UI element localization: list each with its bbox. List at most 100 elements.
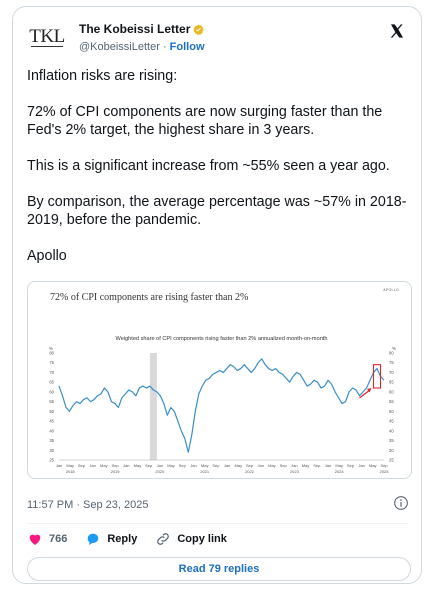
x-tick-label: Sep <box>380 463 388 468</box>
y-tick-label-left: 60 <box>49 389 54 394</box>
y-tick-label-left: 50 <box>49 409 54 414</box>
tweet-paragraph: 72% of CPI components are now surging fa… <box>27 104 387 138</box>
copy-link-label: Copy link <box>177 533 227 545</box>
x-year-label: 2024 <box>335 469 345 474</box>
y-tick-label-left: 65 <box>49 380 54 385</box>
handle-row: @KobeissiLetter · Follow <box>79 41 205 53</box>
y-axis-label-right: % <box>392 346 396 351</box>
link-icon <box>157 533 170 545</box>
like-count: 766 <box>49 533 68 545</box>
x-tick-label: Jan <box>157 463 163 468</box>
x-logo-icon[interactable] <box>389 23 405 39</box>
x-tick-label: May <box>201 463 209 468</box>
x-tick-label: Jan <box>123 463 129 468</box>
display-name[interactable]: The Kobeissi Letter <box>79 22 191 36</box>
x-tick-label: May <box>134 463 142 468</box>
line-chart: Weighted share of CPI components rising … <box>49 336 396 474</box>
y-tick-label-left: 25 <box>49 458 54 463</box>
x-tick-label: Sep <box>145 463 153 468</box>
x-tick-label: Jan <box>56 463 62 468</box>
y-tick-label-right: 30 <box>389 448 394 453</box>
heart-icon <box>29 534 41 545</box>
x-year-label: 2023 <box>290 469 300 474</box>
tweet-timestamp[interactable]: 11:57 PM · Sep 23, 2025 <box>27 499 149 511</box>
chart-image-title: 72% of CPI components are rising faster … <box>50 292 249 303</box>
y-tick-label-left: 75 <box>49 360 54 365</box>
x-tick-label: May <box>268 463 276 468</box>
x-tick-label: Sep <box>78 463 86 468</box>
action-bar: 766 Reply Copy link <box>27 529 227 549</box>
y-tick-label-left: 45 <box>49 419 54 424</box>
y-tick-label-right: 25 <box>389 458 394 463</box>
recession-shade <box>149 353 157 460</box>
separator: · <box>162 41 167 53</box>
y-tick-label-left: 70 <box>49 370 54 375</box>
copy-link-button[interactable]: Copy link <box>155 531 227 547</box>
info-icon[interactable] <box>393 495 409 511</box>
highlight-box <box>372 364 382 389</box>
x-tick-label: May <box>235 463 243 468</box>
highlight-arrow-head <box>367 388 372 393</box>
y-tick-label-left: 55 <box>49 399 54 404</box>
like-button[interactable]: 766 <box>27 531 67 547</box>
x-tick-label: Jan <box>325 463 331 468</box>
tweet-header: TKL The Kobeissi Letter @KobeissiLetter … <box>27 17 409 57</box>
y-tick-label-right: 70 <box>389 370 394 375</box>
tweet-text: Inflation risks are rising: 72% of CPI c… <box>27 67 411 283</box>
x-tick-label: Jan <box>257 463 263 468</box>
x-year-label: 2025 <box>380 469 390 474</box>
x-tick-label: Sep <box>347 463 355 468</box>
y-tick-label-left: 35 <box>49 438 54 443</box>
divider <box>27 523 409 524</box>
x-tick-label: Sep <box>212 463 220 468</box>
x-tick-label: May <box>302 463 310 468</box>
tweet-paragraph: Apollo <box>27 248 67 264</box>
y-tick-label-right: 50 <box>389 409 394 414</box>
x-tick-label: Jan <box>224 463 230 468</box>
series-line <box>58 358 385 453</box>
follow-button[interactable]: Follow <box>169 41 205 53</box>
handle[interactable]: @KobeissiLetter <box>79 41 160 53</box>
avatar[interactable]: TKL <box>27 21 67 53</box>
reply-button[interactable]: Reply <box>85 531 137 547</box>
tweet-card: TKL The Kobeissi Letter @KobeissiLetter … <box>12 6 422 584</box>
y-axis-label-left: % <box>49 346 53 351</box>
verified-badge-icon <box>193 23 204 35</box>
x-year-label: 2020 <box>155 469 165 474</box>
x-year-label: 2018 <box>66 469 76 474</box>
chart-logo: APOLLO <box>383 288 399 292</box>
x-year-label: 2021 <box>200 469 210 474</box>
name-row: The Kobeissi Letter <box>79 22 204 36</box>
x-tick-label: Jan <box>190 463 196 468</box>
x-tick-label: Jan <box>358 463 364 468</box>
x-tick-label: Sep <box>246 463 254 468</box>
tweet-paragraph: By comparison, the average percentage wa… <box>27 194 407 228</box>
y-tick-label-left: 40 <box>49 428 54 433</box>
avatar-text: TKL <box>29 26 65 47</box>
attached-chart-image[interactable]: 72% of CPI components are rising faster … <box>27 281 412 479</box>
x-year-label: 2022 <box>245 469 255 474</box>
read-replies-button[interactable]: Read 79 replies <box>27 557 411 581</box>
x-tick-label: May <box>167 463 175 468</box>
x-tick-label: May <box>335 463 343 468</box>
reply-bubble-icon <box>88 533 99 545</box>
y-tick-label-right: 45 <box>389 419 394 424</box>
chart-title: Weighted share of CPI components rising … <box>116 336 328 342</box>
y-tick-label-right: 60 <box>389 389 394 394</box>
y-tick-label-right: 65 <box>389 380 394 385</box>
y-tick-label-left: 30 <box>49 448 54 453</box>
x-tick-label: Sep <box>111 463 119 468</box>
x-tick-label: Sep <box>280 463 288 468</box>
tweet-paragraph: Inflation risks are rising: <box>27 68 178 84</box>
x-year-label: 2019 <box>111 469 121 474</box>
x-tick-label: Jan <box>89 463 95 468</box>
x-tick-label: Sep <box>179 463 187 468</box>
x-tick-label: May <box>369 463 377 468</box>
y-tick-label-right: 55 <box>389 399 394 404</box>
x-tick-label: Sep <box>313 463 321 468</box>
tweet-paragraph: This is a significant increase from ~55%… <box>27 158 390 174</box>
x-tick-label: Jan <box>291 463 297 468</box>
y-tick-label-right: 35 <box>389 438 394 443</box>
reply-label: Reply <box>107 533 138 545</box>
y-tick-label-right: 75 <box>389 360 394 365</box>
